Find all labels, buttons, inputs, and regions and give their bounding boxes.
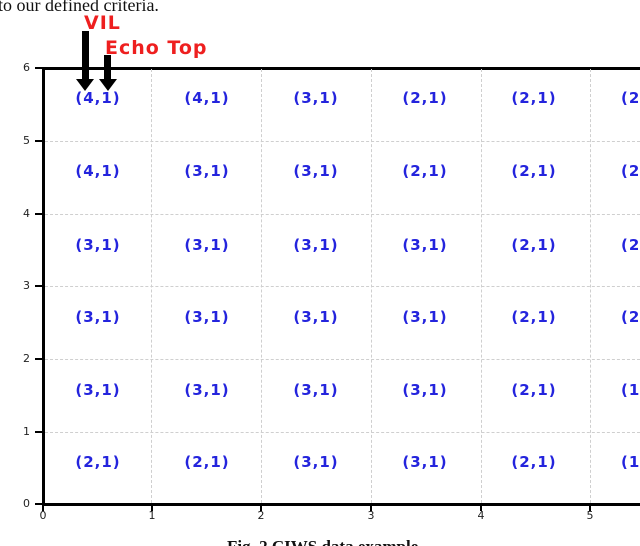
y-tick-label: 3 — [23, 279, 30, 292]
cell-label: (3,1) — [402, 308, 448, 326]
vil-arrow-shaft — [81, 31, 89, 80]
y-tick-mark — [35, 285, 42, 287]
cell-label: (2,1) — [511, 308, 557, 326]
x-tick-mark — [260, 506, 262, 511]
x-tick-mark — [151, 506, 153, 511]
cell-label: (3,1) — [293, 162, 339, 180]
cell-label: (3,1) — [184, 381, 230, 399]
gridline-y1 — [45, 432, 640, 433]
cell-label: (2,1) — [184, 453, 230, 471]
cell-label: (2,1) — [511, 162, 557, 180]
cell-label: (4,1) — [184, 89, 230, 107]
cell-label-clipped: (1 — [621, 453, 640, 471]
cell-label-clipped: (1 — [621, 381, 640, 399]
y-axis-spine — [41, 66, 45, 506]
x-tick-mark — [42, 506, 44, 511]
y-tick-mark — [35, 431, 42, 433]
gridline-y4 — [45, 214, 640, 215]
x-tick-label: 1 — [148, 509, 156, 522]
cell-label: (3,1) — [402, 453, 448, 471]
y-tick-mark — [35, 140, 42, 142]
cell-label: (3,1) — [293, 89, 339, 107]
cell-label: (3,1) — [402, 381, 448, 399]
x-tick-mark — [370, 506, 372, 511]
echo-top-arrow-head-icon — [98, 79, 117, 91]
cell-label: (3,1) — [293, 308, 339, 326]
cell-label-clipped: (2 — [621, 162, 640, 180]
x-tick-label: 4 — [477, 509, 485, 522]
cell-label: (3,1) — [184, 162, 230, 180]
cell-label: (2,1) — [511, 236, 557, 254]
vil-arrow-head-icon — [76, 79, 94, 91]
y-tick-mark — [35, 67, 42, 69]
x-tick-label: 3 — [367, 509, 375, 522]
cell-label: (3,1) — [184, 308, 230, 326]
cell-label: (4,1) — [75, 162, 121, 180]
y-tick-label: 0 — [23, 497, 30, 510]
gridline-y5 — [45, 141, 640, 142]
cell-label: (2,1) — [511, 381, 557, 399]
body-text: to our defined criteria. — [0, 0, 159, 15]
cell-label: (3,1) — [75, 308, 121, 326]
y-tick-mark — [35, 213, 42, 215]
y-tick-label: 4 — [23, 207, 30, 220]
cell-label: (3,1) — [293, 381, 339, 399]
cell-label-clipped: (2 — [621, 89, 640, 107]
cell-label: (4,1) — [75, 89, 121, 107]
cell-label: (2,1) — [511, 89, 557, 107]
cell-label: (2,1) — [402, 89, 448, 107]
x-tick-mark — [480, 506, 482, 511]
cell-label-clipped: (2 — [621, 236, 640, 254]
vil-label: VIL — [84, 12, 121, 34]
cell-label: (3,1) — [75, 381, 121, 399]
cell-label: (3,1) — [75, 236, 121, 254]
gridline-y3 — [45, 286, 640, 287]
cell-label: (2,1) — [75, 453, 121, 471]
y-tick-label: 2 — [23, 352, 30, 365]
cell-label: (3,1) — [293, 236, 339, 254]
y-tick-label: 6 — [23, 61, 30, 74]
x-tick-label: 2 — [257, 509, 265, 522]
y-tick-label: 5 — [23, 134, 30, 147]
gridline-y2 — [45, 359, 640, 360]
x-tick-label: 0 — [39, 509, 47, 522]
echo-top-label: Echo Top — [105, 37, 208, 59]
cell-label: (3,1) — [184, 236, 230, 254]
x-tick-mark — [589, 506, 591, 511]
cell-label: (2,1) — [402, 162, 448, 180]
cell-label: (2,1) — [511, 453, 557, 471]
top-spine — [41, 66, 640, 70]
y-tick-mark — [35, 503, 42, 505]
figure-caption: Fig. 2 CIWS data example — [227, 537, 418, 546]
cell-label: (3,1) — [402, 236, 448, 254]
cell-label: (3,1) — [293, 453, 339, 471]
x-axis-spine — [41, 503, 640, 506]
y-tick-label: 1 — [23, 425, 30, 438]
cell-label-clipped: (2 — [621, 308, 640, 326]
x-tick-label: 5 — [586, 509, 594, 522]
y-tick-mark — [35, 358, 42, 360]
